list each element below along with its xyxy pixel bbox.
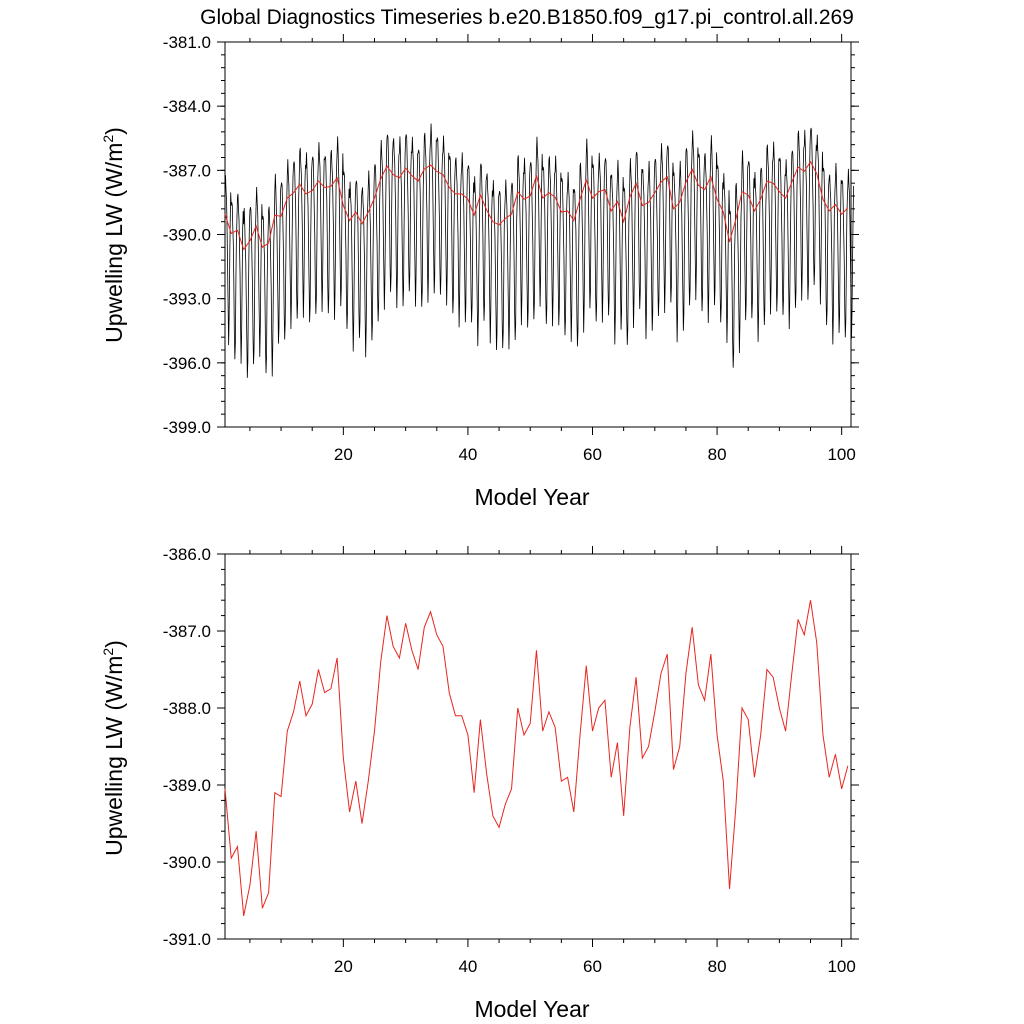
x-tick-label: 40 (458, 445, 477, 464)
chart-top-frame (224, 41, 852, 428)
y-tick-label: -393.0 (163, 290, 211, 309)
x-tick-label: 100 (827, 957, 855, 976)
x-tick-label: 80 (708, 445, 727, 464)
chart-bottom-annual: -386.0 -387.0 -388.0 -389.0 -390.0 -391.0 20 4… (100, 545, 859, 1022)
y-tick-label: -389.0 (163, 776, 211, 795)
monthly-series-line (224, 123, 854, 378)
x-tick-label: 60 (583, 957, 602, 976)
x-tick-label: 60 (583, 445, 602, 464)
y-tick-label: -387.0 (163, 622, 211, 641)
y-tick-label: -390.0 (163, 853, 211, 872)
chart-bottom-series (224, 600, 849, 916)
y-tick-label: -396.0 (163, 354, 211, 373)
y-tick-label: -386.0 (163, 545, 211, 564)
chart-top-x-axis-label: Model Year (474, 484, 589, 510)
x-tick-label: 20 (334, 957, 353, 976)
y-tick-label: -384.0 (163, 97, 211, 116)
y-tick-label: -399.0 (163, 418, 211, 437)
chart-top-x-tick-labels: 20 40 60 80 100 (334, 445, 856, 464)
chart-top-monthly-and-annual: -381.0 -384.0 -387.0 -390.0 -393.0 -396.0 -399… (100, 33, 859, 510)
chart-top-y-axis-label: Upwelling LW (W/m2) (100, 127, 127, 343)
y-tick-label: -391.0 (163, 930, 211, 949)
chart-top-series (224, 123, 854, 378)
annual-mean-series-line (224, 160, 849, 251)
y-tick-label: -381.0 (163, 33, 211, 52)
chart-bottom-y-tick-labels: -386.0 -387.0 -388.0 -389.0 -390.0 -391.0 (163, 545, 211, 949)
y-tick-label: -387.0 (163, 161, 211, 180)
x-tick-label: 80 (708, 957, 727, 976)
chart-bottom-ticks (217, 546, 859, 947)
x-tick-label: 100 (827, 445, 855, 464)
chart-bottom-y-axis-label: Upwelling LW (W/m2) (100, 640, 127, 856)
x-tick-label: 40 (458, 957, 477, 976)
chart-bottom-x-axis-label: Model Year (474, 996, 589, 1022)
y-tick-label: -388.0 (163, 699, 211, 718)
chart-bottom-x-tick-labels: 20 40 60 80 100 (334, 957, 856, 976)
chart-top-ticks (217, 34, 859, 435)
y-tick-label: -390.0 (163, 226, 211, 245)
page-title: Global Diagnostics Timeseries b.e20.B185… (200, 6, 854, 29)
annual-mean-series-line (224, 600, 849, 916)
chart-bottom-frame (224, 553, 852, 940)
x-tick-label: 20 (334, 445, 353, 464)
chart-top-y-tick-labels: -381.0 -384.0 -387.0 -390.0 -393.0 -396.0 -399… (163, 33, 211, 437)
